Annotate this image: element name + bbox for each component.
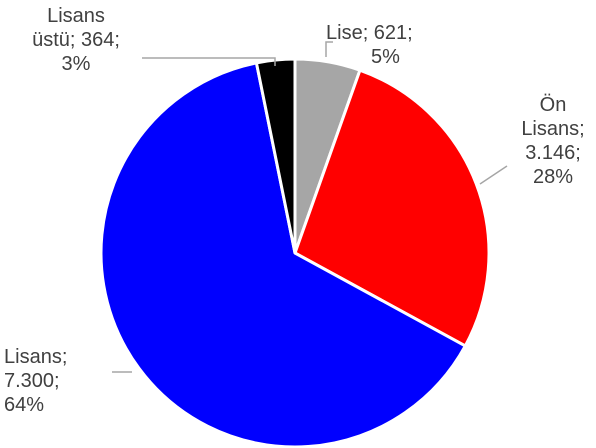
data-label-lisans-ustu: Lisans üstü; 364; 3% bbox=[32, 5, 120, 75]
leader-line-lisans-ustu bbox=[142, 57, 276, 66]
data-label-lisans: Lisans; 7.300; 64% bbox=[4, 346, 68, 416]
data-label-on-lisans: Ön Lisans; 3.146; 28% bbox=[521, 94, 585, 188]
pie-slice-lisans bbox=[99, 61, 467, 448]
leader-line-lise bbox=[325, 41, 333, 57]
leader-line-on-lisans bbox=[479, 165, 508, 185]
pie-slice-on-lisans bbox=[293, 68, 491, 348]
data-label-lise: Lise; 621; 5% bbox=[326, 22, 413, 68]
